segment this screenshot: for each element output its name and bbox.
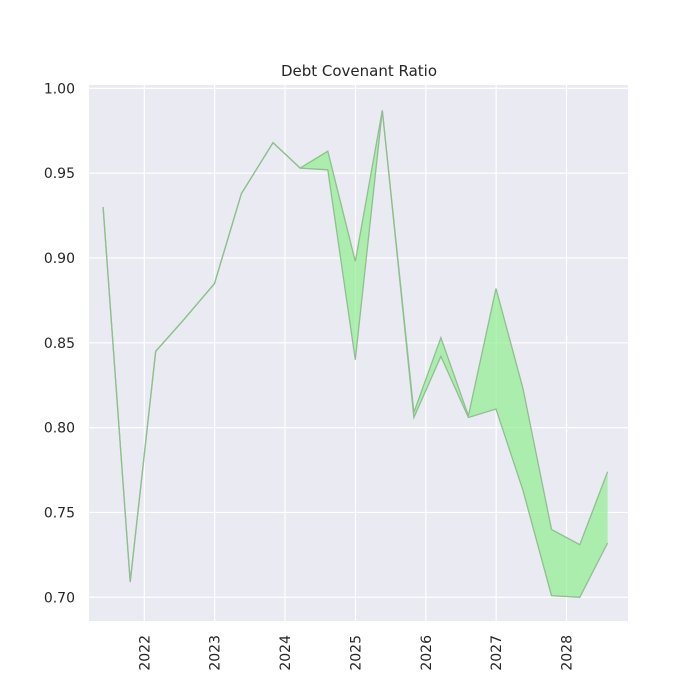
y-tick-label: 0.70 [44, 590, 75, 606]
y-tick-labels: 0.70 0.75 0.80 0.85 0.90 0.95 1.00 [44, 81, 75, 606]
x-tick-labels: 2022 2023 2024 2025 2026 2027 2028 [137, 635, 575, 671]
area-layer [102, 110, 609, 598]
chart-title: Debt Covenant Ratio [281, 62, 437, 80]
lower-series-line [102, 110, 609, 598]
y-tick-label: 0.90 [44, 251, 75, 267]
x-tick-label: 2025 [349, 635, 365, 671]
x-tick-label: 2028 [560, 635, 576, 671]
x-tick-label: 2026 [419, 635, 435, 671]
y-tick-label: 0.75 [44, 505, 75, 521]
y-tick-label: 0.85 [44, 336, 75, 352]
y-tick-label: 0.95 [44, 166, 75, 182]
x-tick-label: 2022 [137, 635, 153, 671]
x-tick-label: 2023 [208, 635, 224, 671]
y-tick-label: 1.00 [44, 81, 75, 97]
y-tick-label: 0.80 [44, 421, 75, 437]
x-tick-label: 2024 [278, 635, 294, 671]
x-tick-label: 2027 [489, 635, 505, 671]
